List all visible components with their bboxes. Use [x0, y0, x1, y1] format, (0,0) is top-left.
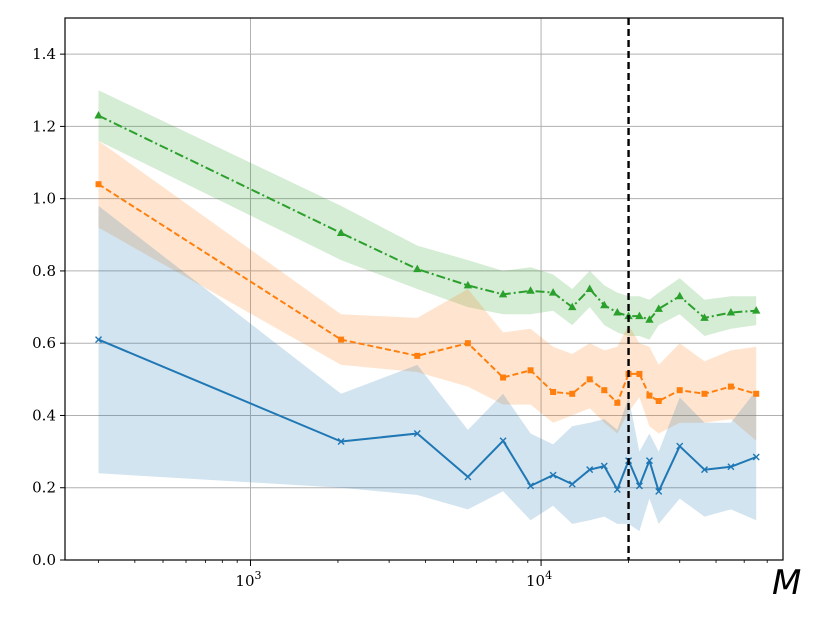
- data-point: [700, 466, 708, 474]
- data-point: [586, 376, 593, 383]
- data-point: [499, 437, 507, 445]
- data-point: [568, 302, 577, 311]
- data-point: [500, 374, 507, 381]
- y-tick-label: 0.8: [32, 262, 56, 280]
- plot-frame: [64, 17, 784, 561]
- data-point: [601, 387, 608, 394]
- data-point: [655, 487, 663, 495]
- data-point: [636, 370, 643, 377]
- data-point: [463, 280, 473, 289]
- y-tick-label: 1.0: [32, 190, 56, 208]
- y-tick-label: 0.6: [32, 334, 56, 352]
- data-point: [586, 466, 594, 474]
- axis-ticks: 0.0 0.2 0.4 0.6 0.8 1.0 1.2 1.4 103 104: [32, 45, 768, 590]
- confidence-band: [98, 90, 757, 340]
- data-point: [752, 453, 760, 461]
- y-tick-label: 0.0: [32, 551, 56, 569]
- data-point: [727, 463, 735, 471]
- data-point: [336, 228, 346, 236]
- data-point: [727, 383, 734, 390]
- data-point: [655, 398, 662, 405]
- data-point: [95, 336, 103, 344]
- confidence-bands: [98, 90, 757, 532]
- data-point: [675, 291, 684, 300]
- data-point: [613, 486, 621, 494]
- data-point: [645, 457, 653, 465]
- data-point: [600, 300, 609, 309]
- data-point: [550, 388, 557, 395]
- data-point: [635, 482, 643, 490]
- data-point: [413, 264, 422, 273]
- x-tick-exponent: 4: [545, 569, 552, 582]
- data-point: [600, 462, 608, 470]
- data-point: [701, 390, 708, 397]
- confidence-band: [98, 205, 757, 532]
- data-point: [585, 284, 594, 292]
- data-point: [414, 352, 421, 359]
- data-point: [645, 315, 654, 323]
- data-point: [676, 387, 683, 394]
- data-point: [654, 304, 663, 312]
- y-tick-label: 1.2: [32, 117, 56, 135]
- x-tick-exponent: 3: [255, 569, 262, 582]
- data-point: [646, 392, 653, 399]
- data-point: [549, 471, 557, 479]
- y-tick-label: 0.4: [32, 406, 56, 424]
- series-markers: [94, 111, 761, 495]
- data-point: [338, 336, 345, 343]
- x-axis-label: M: [772, 563, 801, 603]
- data-point: [337, 437, 345, 445]
- data-point: [95, 181, 102, 188]
- data-point: [94, 111, 103, 119]
- x-tick-label: 103: [235, 569, 261, 590]
- data-point: [676, 442, 684, 450]
- y-tick-label: 1.4: [32, 45, 56, 63]
- data-point: [527, 482, 535, 490]
- data-point: [464, 340, 471, 347]
- data-point: [613, 307, 622, 316]
- data-point: [548, 288, 558, 296]
- data-point: [752, 306, 761, 314]
- data-point: [726, 307, 736, 316]
- data-point: [568, 480, 576, 488]
- data-point: [464, 473, 472, 481]
- confidence-band: [98, 140, 757, 441]
- data-point: [413, 430, 421, 438]
- data-point: [526, 286, 535, 294]
- data-point: [569, 390, 576, 397]
- data-point: [635, 311, 644, 320]
- data-point: [700, 313, 709, 321]
- y-tick-label: 0.2: [32, 479, 56, 497]
- x-tick-label: 104: [526, 569, 552, 590]
- data-point: [527, 367, 534, 374]
- data-point: [498, 289, 508, 298]
- data-point: [614, 399, 621, 406]
- data-point: [753, 390, 760, 397]
